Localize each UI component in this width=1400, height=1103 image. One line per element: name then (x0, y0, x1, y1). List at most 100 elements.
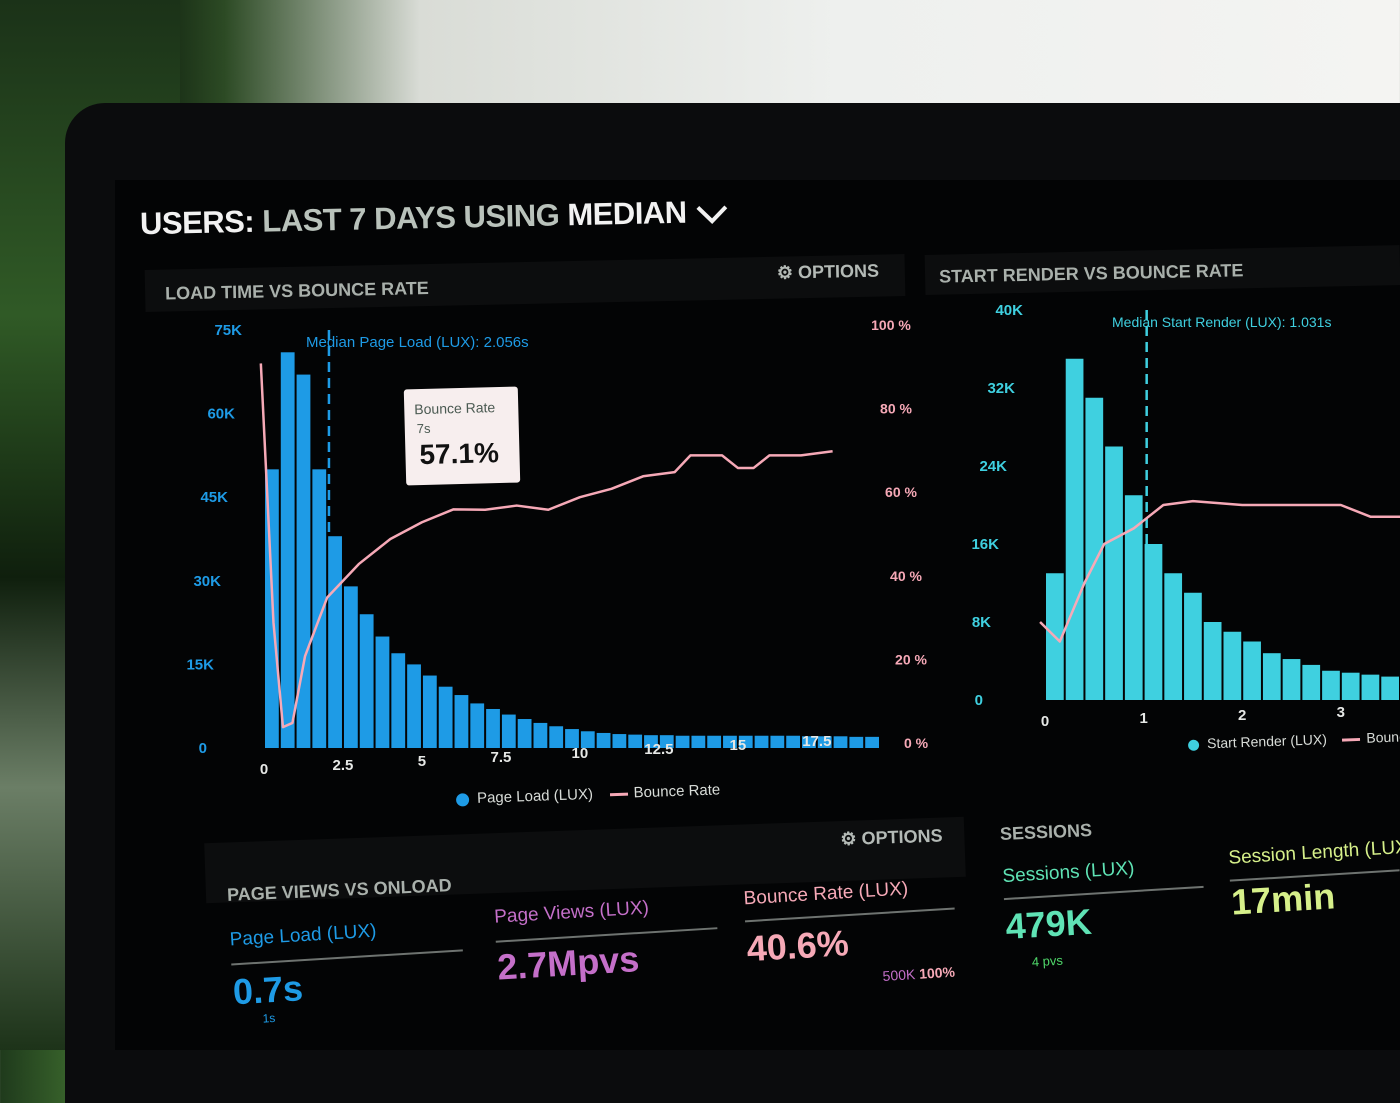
histogram-bar (312, 469, 327, 748)
histogram-bar (359, 614, 374, 748)
y-tick-label: 75K (214, 322, 242, 339)
line-icon (609, 792, 628, 796)
histogram-bar (802, 736, 816, 748)
histogram-bar (1302, 664, 1321, 700)
histogram-bar (1144, 544, 1163, 700)
histogram-bar (754, 735, 769, 748)
panel-title: SESSIONS (999, 820, 1093, 844)
y-tick-label: 24K (979, 458, 1007, 475)
tooltip-series: Bounce Rate (414, 399, 496, 418)
circle-icon (1187, 739, 1200, 751)
histogram-bar (1282, 659, 1301, 700)
options-button[interactable]: ⚙ OPTIONS (840, 826, 943, 851)
histogram-bar (707, 735, 722, 748)
histogram-bar (723, 735, 737, 748)
histogram-bar (1322, 670, 1340, 700)
y-tick-label: 0 (975, 692, 983, 709)
options-label: OPTIONS (861, 825, 943, 849)
histogram-bar (628, 734, 643, 748)
x-tick-label: 0 (260, 761, 268, 778)
x-tick-label: 1 (1139, 710, 1147, 727)
x-tick-label: 2.5 (333, 757, 354, 774)
y-tick-label: 60K (207, 406, 235, 423)
histogram-bar (612, 734, 627, 748)
histogram-bar (1085, 397, 1104, 700)
x-tick-label: 12.5 (644, 741, 673, 758)
histogram-bar (375, 636, 390, 748)
tooltip-x: 7s (416, 420, 431, 437)
y-tick-label: 40K (995, 302, 1023, 319)
histogram-bar (1105, 446, 1123, 700)
y2-tick-label: 40 % (890, 568, 922, 584)
stat-page-load: Page Load (LUX) 0.7s 1s (229, 921, 463, 1028)
histogram-bar (833, 736, 848, 748)
axis-label: 100% (918, 963, 956, 982)
legend-item-bounce[interactable]: Bounce (1342, 728, 1400, 746)
stat-sessions: Sessions (LUX) 479K 4 pvs (1002, 858, 1204, 971)
line-icon (1342, 737, 1361, 742)
circle-icon (455, 792, 470, 807)
median-start-render-label: Median Start Render (LUX): 1.031s (1112, 314, 1332, 330)
y-tick-label: 30K (193, 573, 221, 590)
histogram-bar (1223, 631, 1242, 700)
bounce-rate-line (1039, 499, 1400, 643)
histogram-bar (1124, 495, 1143, 700)
histogram-bar (1184, 592, 1202, 700)
histogram-bar (517, 719, 532, 748)
histogram-bar (691, 735, 706, 748)
x-tick-label: 7.5 (490, 749, 511, 766)
histogram-bar (1262, 653, 1281, 700)
y2-tick-label: 20 % (895, 651, 927, 667)
histogram-bar (391, 653, 406, 748)
chevron-down-icon[interactable] (695, 202, 729, 227)
histogram-bar (770, 735, 785, 748)
x-tick-label: 0 (1041, 713, 1049, 730)
median-page-load-label: Median Page Load (LUX): 2.056s (306, 334, 529, 351)
histogram-bar (438, 686, 453, 748)
histogram-bar (486, 708, 500, 748)
histogram-bar (1341, 672, 1360, 700)
tooltip-value: 57.1% (419, 437, 500, 471)
histogram-bar (470, 703, 485, 748)
histogram-bar (343, 586, 358, 748)
histogram-bar (565, 729, 579, 748)
histogram-bar (1361, 674, 1380, 700)
histogram-bar (328, 536, 342, 748)
y-tick-label: 8K (972, 614, 991, 631)
bounce-rate-tooltip: Bounce Rate 7s 57.1% (403, 386, 521, 486)
x-tick-label: 17.5 (802, 733, 831, 750)
legend-label: Bounce (1366, 728, 1400, 746)
y-tick-label: 15K (186, 656, 214, 673)
x-tick-label: 15 (730, 737, 747, 754)
histogram-bar (865, 736, 879, 748)
x-tick-label: 2 (1238, 707, 1246, 724)
histogram-bar (296, 374, 311, 748)
histogram-bar (849, 736, 864, 748)
histogram-bar (580, 731, 595, 748)
x-tick-label: 5 (418, 753, 426, 770)
histogram-bar (817, 736, 832, 748)
histogram-bar (454, 695, 469, 748)
y-tick-label: 0 (199, 740, 207, 757)
histogram-bar (1065, 358, 1084, 700)
histogram-bar (407, 664, 421, 748)
stat-page-views: Page Views (LUX) 2.7Mpvs (494, 897, 718, 988)
y2-tick-label: 80 % (880, 401, 912, 417)
gear-icon: ⚙ (840, 828, 857, 850)
y2-tick-label: 60 % (885, 484, 917, 500)
histogram-bar (549, 726, 564, 748)
histogram-bar (1243, 641, 1261, 700)
bounce-rate-line (259, 363, 833, 729)
dashboard-title[interactable]: USERS: LAST 7 DAYS USING MEDIAN (140, 194, 729, 242)
histogram-bar (659, 735, 674, 748)
histogram-bar (644, 735, 658, 748)
histogram-bar (501, 714, 516, 748)
histogram-bar (1381, 676, 1399, 700)
y-tick-label: 16K (971, 536, 999, 553)
legend-label: Bounce Rate (633, 781, 721, 802)
stat-value: 40.6% (745, 922, 850, 970)
histogram-bar (596, 732, 611, 748)
y2-tick-label: 0 % (904, 735, 929, 751)
stat-value: 479K (1004, 900, 1093, 947)
